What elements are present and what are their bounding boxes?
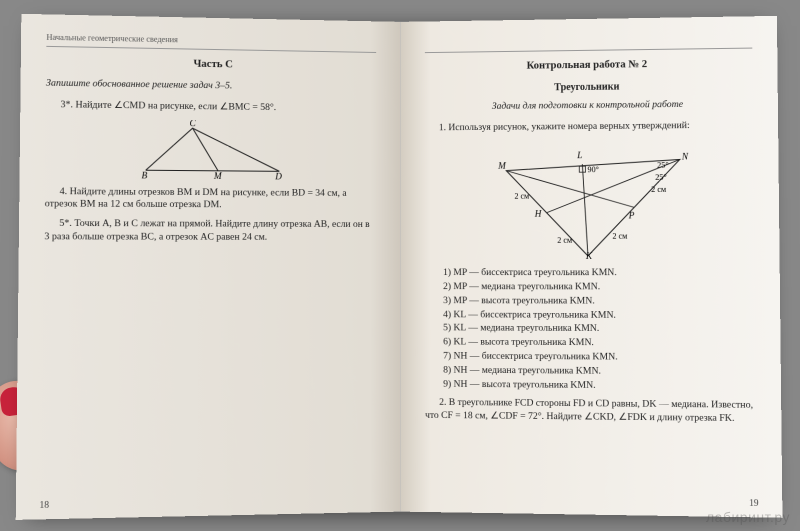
angle-90: 90°: [587, 165, 598, 174]
answer-3: 3) MP — высота треугольника KMN.: [443, 295, 754, 309]
right-page: Контрольная работа № 2 Треугольники Зада…: [400, 16, 781, 518]
page-number-left: 18: [39, 498, 49, 511]
label-m2: M: [496, 161, 505, 171]
label-b: B: [141, 170, 147, 180]
angle-25b: 25°: [654, 173, 666, 182]
answer-5: 5) KL — медиана треугольника KMN.: [443, 323, 755, 337]
running-head-left: Начальные геометрические сведения: [46, 33, 375, 53]
label-l2: L: [575, 150, 581, 160]
answer-7: 7) NH — биссектриса треугольника KMN.: [443, 350, 755, 365]
triangle-bmd-diagram: B M D C: [135, 119, 289, 181]
task-4: 4. Найдите длины отрезков BM и DM на рис…: [45, 185, 376, 213]
task-5: 5*. Точки A, B и C лежат на прямой. Найд…: [44, 218, 375, 245]
running-head-right: [424, 34, 751, 52]
task-1: 1. Используя рисунок, укажите номера вер…: [424, 120, 752, 136]
triangle-kmn-diagram: M N K L H P 90° 25° 25° 2 см 2 см 2 см 2…: [485, 139, 690, 261]
answers-list: 1) MP — биссектриса треугольника KMN. 2)…: [443, 267, 755, 394]
label-p2: P: [627, 210, 634, 220]
left-page: Начальные геометрические сведения Часть …: [16, 14, 401, 520]
label-c: C: [189, 119, 196, 128]
answer-6: 6) KL — высота треугольника KMN.: [443, 336, 755, 351]
side-hm: 2 см: [514, 192, 529, 201]
label-h2: H: [533, 209, 541, 219]
side-pk: 2 см: [612, 232, 627, 241]
answer-8: 8) NH — медиана треугольника KMN.: [443, 364, 755, 379]
answer-9: 9) NH — высота треугольника KMN.: [443, 378, 755, 394]
side-np: 2 см: [650, 185, 665, 194]
work-title: Контрольная работа № 2: [424, 56, 751, 74]
label-k2: K: [584, 251, 592, 261]
prep-heading: Задачи для подготовки к контрольной рабо…: [424, 99, 752, 115]
watermark: лабиринт.ру: [706, 509, 790, 525]
answer-1: 1) MP — биссектриса треугольника KMN.: [443, 267, 754, 280]
label-n2: N: [680, 151, 688, 161]
intro-text: Запишите обоснованное решение задач 3–5.: [46, 77, 376, 95]
angle-25a: 25°: [656, 161, 668, 170]
task-2: 2. В треугольнике FCD стороны FD и CD ра…: [425, 397, 756, 426]
side-kh: 2 см: [556, 236, 571, 245]
answer-4: 4) KL — биссектриса треугольника KMN.: [443, 309, 754, 323]
page-number-right: 19: [749, 496, 759, 509]
answer-2: 2) MP — медиана треугольника KMN.: [443, 281, 754, 294]
task-3: 3*. Найдите ∠CMD на рисунке, если ∠BMC =…: [46, 99, 376, 116]
section-c-title: Часть С: [46, 55, 376, 75]
work-subtitle: Треугольники: [424, 79, 751, 96]
open-book: Начальные геометрические сведения Часть …: [27, 22, 772, 512]
label-m: M: [213, 170, 222, 180]
label-d: D: [274, 171, 282, 181]
